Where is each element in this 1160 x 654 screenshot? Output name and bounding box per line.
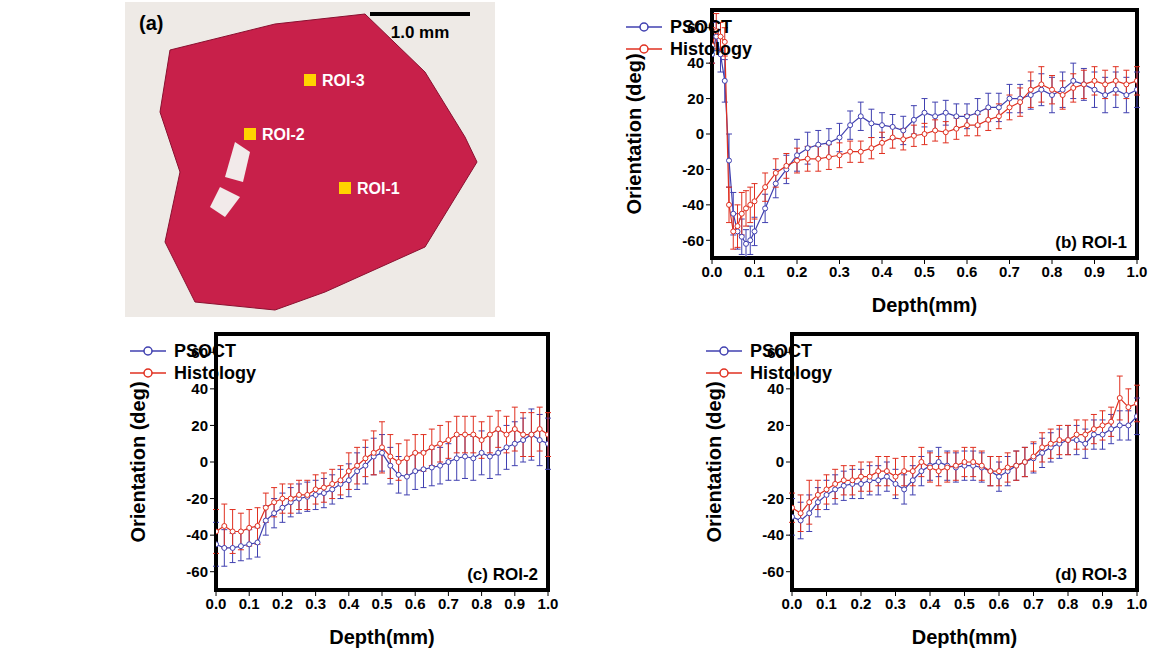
svg-text:0.5: 0.5	[954, 595, 975, 612]
svg-text:0.8: 0.8	[1042, 263, 1063, 280]
svg-text:40: 40	[767, 380, 784, 397]
svg-text:0.3: 0.3	[885, 595, 906, 612]
svg-text:0.9: 0.9	[504, 595, 525, 612]
svg-text:0.4: 0.4	[872, 263, 894, 280]
svg-text:0.3: 0.3	[305, 595, 326, 612]
svg-text:ROI-3: ROI-3	[322, 72, 365, 89]
svg-text:(d) ROI-3: (d) ROI-3	[1055, 565, 1127, 584]
svg-text:1.0: 1.0	[1127, 263, 1148, 280]
svg-text:0.7: 0.7	[999, 263, 1020, 280]
svg-text:0.8: 0.8	[1058, 595, 1079, 612]
svg-text:-20: -20	[186, 490, 208, 507]
svg-text:0.8: 0.8	[471, 595, 492, 612]
svg-text:60: 60	[191, 344, 208, 361]
svg-text:0.6: 0.6	[957, 263, 978, 280]
svg-text:60: 60	[687, 19, 704, 36]
svg-text:0.7: 0.7	[438, 595, 459, 612]
svg-text:ROI-2: ROI-2	[262, 126, 305, 143]
svg-text:1.0: 1.0	[538, 595, 559, 612]
svg-text:Orientation (deg): Orientation (deg)	[127, 381, 149, 542]
svg-text:0.1: 0.1	[239, 595, 260, 612]
svg-text:0.0: 0.0	[782, 595, 803, 612]
svg-text:20: 20	[767, 417, 784, 434]
svg-text:0.2: 0.2	[787, 263, 808, 280]
svg-text:(c) ROI-2: (c) ROI-2	[467, 565, 538, 584]
svg-text:0.0: 0.0	[206, 595, 227, 612]
svg-text:0.9: 0.9	[1084, 263, 1105, 280]
svg-text:-40: -40	[682, 196, 704, 213]
svg-text:Orientation (deg): Orientation (deg)	[703, 381, 725, 542]
svg-text:Depth(mm): Depth(mm)	[912, 626, 1018, 648]
svg-text:20: 20	[687, 90, 704, 107]
svg-text:-20: -20	[682, 161, 704, 178]
svg-text:-40: -40	[762, 526, 784, 543]
svg-text:0.6: 0.6	[405, 595, 426, 612]
svg-text:-60: -60	[682, 232, 704, 249]
svg-text:ROI-1: ROI-1	[357, 180, 400, 197]
svg-text:40: 40	[191, 380, 208, 397]
svg-text:0.3: 0.3	[829, 263, 850, 280]
svg-text:Orientation (deg): Orientation (deg)	[623, 53, 645, 214]
svg-text:-20: -20	[762, 490, 784, 507]
svg-text:1.0 mm: 1.0 mm	[391, 23, 450, 42]
svg-text:0.7: 0.7	[1023, 595, 1044, 612]
svg-text:0.2: 0.2	[851, 595, 872, 612]
svg-text:0.6: 0.6	[989, 595, 1010, 612]
svg-text:0.5: 0.5	[372, 595, 393, 612]
svg-text:40: 40	[687, 54, 704, 71]
svg-text:-60: -60	[186, 563, 208, 580]
svg-text:-40: -40	[186, 526, 208, 543]
svg-text:0: 0	[200, 453, 208, 470]
svg-text:1.0: 1.0	[1127, 595, 1148, 612]
svg-text:0.2: 0.2	[272, 595, 293, 612]
svg-text:0.4: 0.4	[338, 595, 360, 612]
svg-text:20: 20	[191, 417, 208, 434]
svg-text:(b) ROI-1: (b) ROI-1	[1055, 233, 1127, 252]
svg-text:60: 60	[767, 344, 784, 361]
svg-text:0.1: 0.1	[744, 263, 765, 280]
svg-text:0.1: 0.1	[816, 595, 837, 612]
svg-text:(a): (a)	[139, 12, 163, 34]
svg-text:0.4: 0.4	[920, 595, 942, 612]
svg-text:0.0: 0.0	[702, 263, 723, 280]
svg-text:Depth(mm): Depth(mm)	[329, 626, 435, 648]
svg-text:0: 0	[776, 453, 784, 470]
svg-text:0: 0	[696, 125, 704, 142]
svg-text:0.9: 0.9	[1092, 595, 1113, 612]
svg-text:-60: -60	[762, 563, 784, 580]
svg-text:Depth(mm): Depth(mm)	[872, 294, 978, 316]
svg-text:0.5: 0.5	[914, 263, 935, 280]
